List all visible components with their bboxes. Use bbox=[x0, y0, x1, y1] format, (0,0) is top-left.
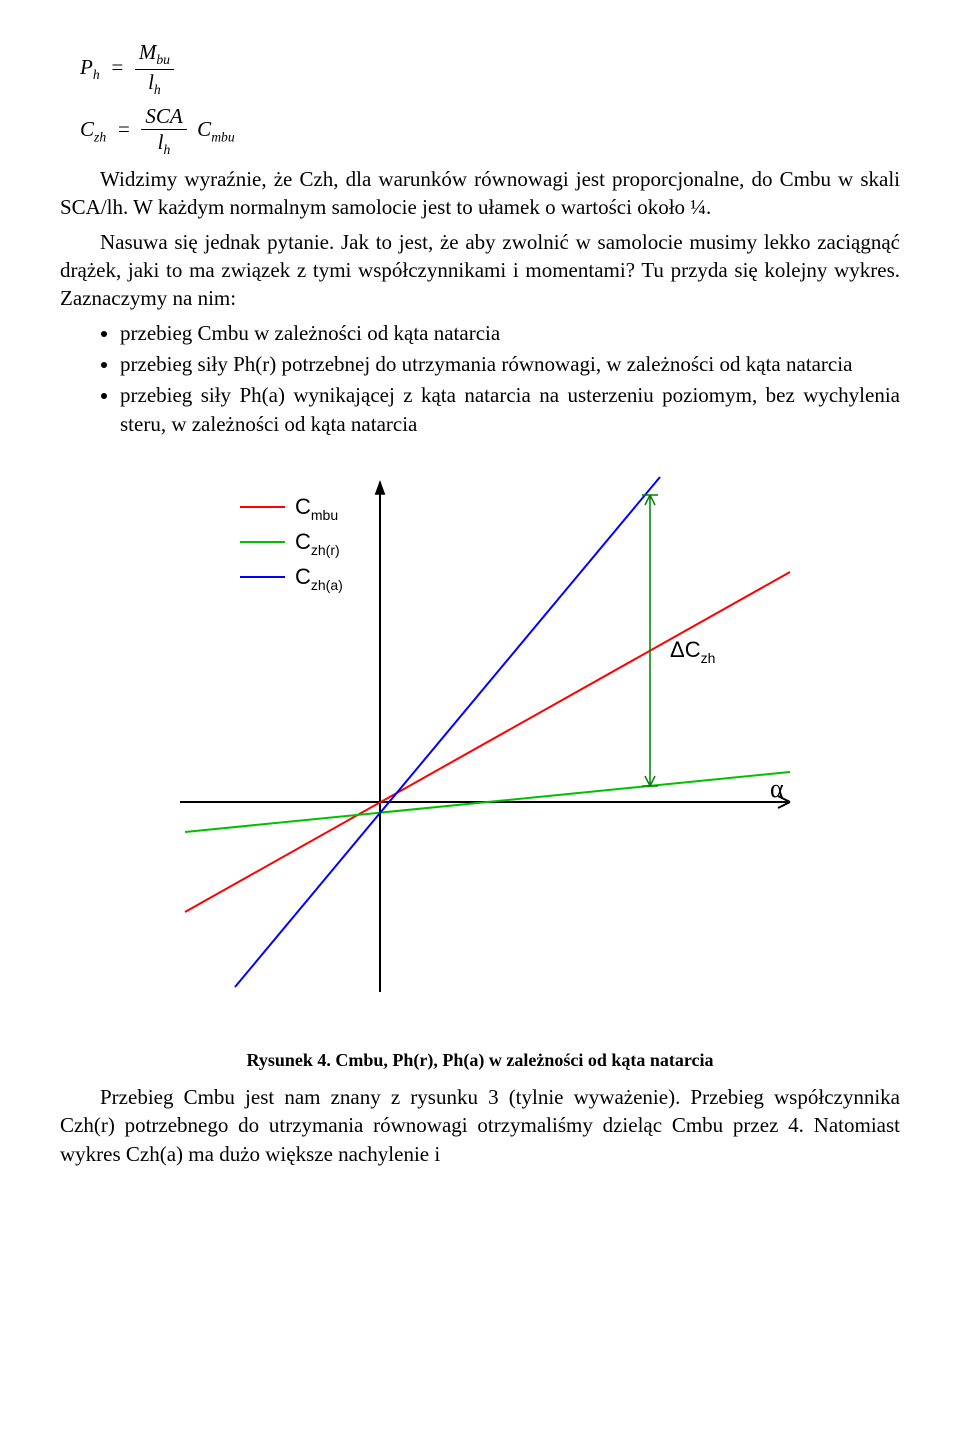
eq1-lhs-sub: h bbox=[93, 67, 100, 82]
bullet-3: przebieg siły Ph(a) wynikającej z kąta n… bbox=[120, 381, 900, 438]
paragraph-3: Przebieg Cmbu jest nam znany z rysunku 3… bbox=[60, 1083, 900, 1168]
figure-caption: Rysunek 4. Cmbu, Ph(r), Ph(a) w zależnoś… bbox=[60, 1050, 900, 1071]
caption-prefix: Rysunek 4. bbox=[246, 1050, 335, 1070]
bullet-1: przebieg Cmbu w zależności od kąta natar… bbox=[120, 319, 900, 347]
eq2-lhs: C bbox=[80, 117, 94, 141]
coefficients-chart: ΔCzh Cmbu Czh(r) Czh(a) α bbox=[150, 462, 810, 1002]
equation-ph: Ph = Mbu lh bbox=[80, 40, 900, 98]
caption-body: Cmbu, Ph(r), Ph(a) w zależności od kąta … bbox=[335, 1050, 713, 1070]
eq1-num: M bbox=[139, 40, 157, 64]
bullet-2: przebieg siły Ph(r) potrzebnej do utrzym… bbox=[120, 350, 900, 378]
eq2-num: SCA bbox=[141, 104, 186, 130]
chart-container: ΔCzh Cmbu Czh(r) Czh(a) α bbox=[60, 462, 900, 1002]
paragraph-1: Widzimy wyraźnie, że Czh, dla warunków r… bbox=[60, 165, 900, 222]
svg-text:Cmbu: Cmbu bbox=[295, 494, 338, 523]
svg-text:Czh(r): Czh(r) bbox=[295, 529, 340, 558]
svg-text:ΔCzh: ΔCzh bbox=[670, 637, 715, 666]
eq2-den-sub: h bbox=[164, 143, 171, 158]
series-Cmbu bbox=[185, 572, 790, 912]
eq1-num-sub: bu bbox=[156, 52, 170, 67]
equation-czh: Czh = SCA lh Cmbu bbox=[80, 104, 900, 159]
svg-text:α: α bbox=[770, 774, 784, 803]
eq2-rhs: C bbox=[197, 117, 211, 141]
eq2-lhs-sub: zh bbox=[94, 130, 106, 145]
bullet-list: przebieg Cmbu w zależności od kąta natar… bbox=[120, 319, 900, 438]
svg-text:Czh(a): Czh(a) bbox=[295, 564, 343, 593]
paragraph-2: Nasuwa się jednak pytanie. Jak to jest, … bbox=[60, 228, 900, 313]
eq2-rhs-sub: mbu bbox=[211, 130, 235, 145]
eq1-lhs: P bbox=[80, 55, 93, 79]
eq1-den-sub: h bbox=[154, 82, 161, 97]
